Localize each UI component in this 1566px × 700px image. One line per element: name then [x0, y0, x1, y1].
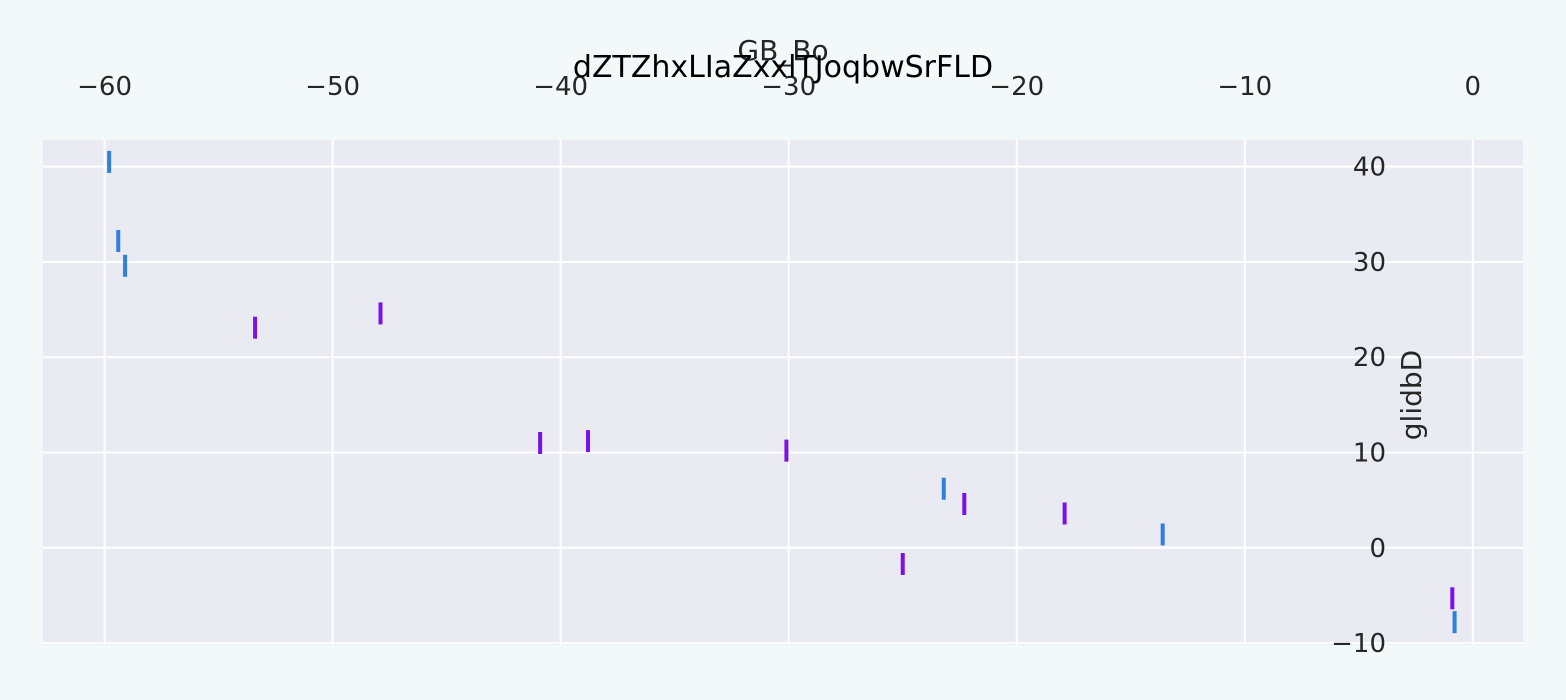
- x-tick-label: −60: [77, 72, 132, 102]
- y-tick-label: 20: [1353, 343, 1386, 373]
- x-tick-label: −20: [989, 72, 1044, 102]
- x-tick-label: −40: [533, 72, 588, 102]
- x-axis-label: GB_Bo: [737, 34, 828, 67]
- x-tick-labels: −60 −50 −40 −30 −20 −10 0: [77, 72, 1481, 102]
- data-marks: [107, 150, 1457, 634]
- x-tick-label: −50: [305, 72, 360, 102]
- y-tick-label: 0: [1369, 534, 1386, 564]
- x-tick-label: 0: [1465, 72, 1482, 102]
- y-axis-label: glidbD: [1395, 350, 1428, 440]
- x-tick-label: −10: [1217, 72, 1272, 102]
- y-tick-label: 30: [1353, 248, 1386, 278]
- grid: [43, 140, 1523, 645]
- y-tick-label: 10: [1353, 439, 1386, 469]
- y-tick-label: 40: [1353, 153, 1386, 183]
- chart-title: dZTZhxLIaZxxlTJoqbwSrFLD: [573, 50, 993, 85]
- y-tick-labels: −10 0 10 20 30 40: [1331, 153, 1386, 659]
- y-tick-label: −10: [1331, 629, 1386, 659]
- plot-area: [43, 140, 1523, 645]
- x-tick-label: −30: [761, 72, 816, 102]
